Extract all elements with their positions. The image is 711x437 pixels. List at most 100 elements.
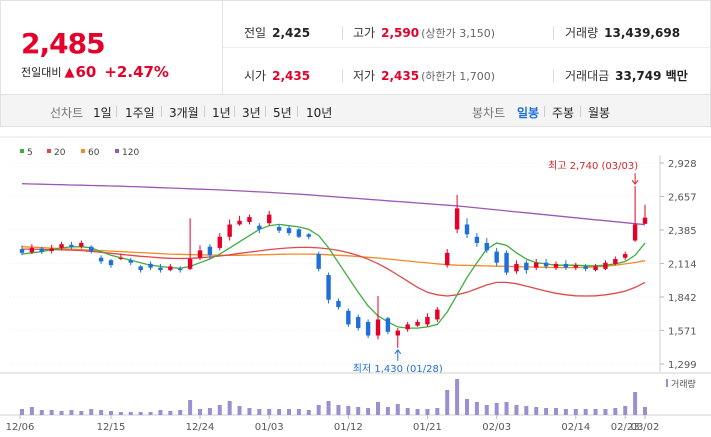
candle-body — [19, 249, 25, 253]
candle-body — [217, 236, 222, 248]
candle-body — [454, 208, 460, 230]
candle-body — [405, 324, 410, 330]
period-5y[interactable]: 5년 — [273, 106, 292, 120]
volume-bar — [514, 405, 519, 415]
x-axis: 12/06 12/15 12/24 01/03 01/12 01/21 02/03 02/14… — [6, 415, 659, 433]
volume-bar — [395, 404, 400, 415]
period-1y[interactable]: 1년 — [212, 106, 231, 120]
candle-body — [276, 226, 282, 231]
volume-legend-label: 거래량 — [671, 378, 696, 390]
candle-monthly[interactable]: 월봉 — [588, 106, 611, 120]
divider — [553, 26, 554, 40]
volume-bar — [415, 409, 420, 415]
period-3m[interactable]: 3개월 — [169, 106, 199, 120]
volume-bar — [633, 392, 638, 415]
volume-bar — [425, 409, 430, 415]
x-tick-label: 12/06 — [6, 422, 35, 433]
candle-body — [583, 266, 588, 269]
volume-bar — [296, 409, 301, 415]
volume-bar — [593, 409, 598, 415]
y-tick-label: 2,385 — [668, 226, 697, 237]
candle-body — [395, 330, 400, 336]
ma120-line — [21, 183, 646, 226]
candle-body — [603, 262, 608, 269]
divider — [544, 106, 545, 117]
candle-daily[interactable]: 일봉 — [517, 106, 540, 120]
volume-bar — [484, 405, 489, 415]
volume-bar — [138, 412, 143, 415]
divider — [342, 26, 343, 40]
candle-body — [227, 224, 232, 237]
divider — [297, 106, 298, 117]
volume-bar — [178, 410, 183, 415]
volume-bar — [237, 406, 242, 415]
stat-label: 고가 — [353, 26, 376, 40]
candle-body — [98, 257, 104, 262]
volume-bar — [69, 410, 74, 415]
candlesticks — [19, 186, 648, 348]
stat-open: 시가 2,435 — [244, 67, 310, 84]
stat-value: 33,749 백만 — [615, 69, 688, 83]
volume-bar — [524, 406, 529, 415]
candle-body — [514, 263, 519, 272]
legend-label-120: 120 — [122, 148, 139, 158]
volume-bar — [20, 409, 24, 415]
candle-body — [474, 236, 480, 243]
change-label: 전일대비 — [21, 66, 62, 79]
y-tick-label: 2,928 — [668, 159, 697, 170]
y-tick-label: 2,114 — [668, 259, 697, 270]
candle-body — [593, 266, 598, 271]
quote-header: 2,485 전일대비 ▲ 60 +2.47% 전일 2,425 고가 2,590… — [0, 0, 711, 95]
change-percent: +2.47% — [104, 63, 169, 81]
volume-bar — [504, 402, 509, 415]
up-arrow-icon: ▲ — [64, 64, 75, 80]
candle-weekly[interactable]: 주봉 — [552, 106, 575, 120]
volume-bar — [544, 408, 549, 415]
volume-bar — [198, 409, 202, 415]
high-annotation: 최고 2,740 (03/03) — [548, 160, 638, 172]
volume-bar — [128, 412, 133, 415]
candle-body — [118, 257, 124, 259]
candle-body — [563, 263, 569, 268]
candle-body — [365, 321, 371, 336]
candle-chart-label: 봉차트 — [472, 106, 506, 120]
period-10y[interactable]: 10년 — [306, 106, 333, 120]
stat-value: 2,435 — [381, 69, 420, 83]
ma5-line — [21, 223, 646, 329]
volume-bar — [613, 408, 618, 415]
candle-body — [306, 234, 311, 237]
period-1d[interactable]: 1일 — [93, 106, 112, 120]
price-chart[interactable]: 5 20 60 120 2,928 2,657 2,385 2,114 1,842 1,571 1… — [0, 127, 711, 437]
volume-bar — [435, 408, 440, 415]
candle-body — [642, 217, 648, 224]
volume-bar — [168, 411, 173, 415]
volume-bar — [494, 403, 499, 415]
candle-body — [89, 246, 94, 252]
candle-body — [573, 265, 578, 268]
divider — [161, 106, 162, 117]
candle-body — [187, 258, 193, 269]
candle-body — [39, 248, 44, 252]
period-1w[interactable]: 1주일 — [125, 106, 155, 120]
stat-high: 고가 2,590 (상한가 3,150) — [353, 24, 495, 41]
ma20-line — [22, 246, 646, 297]
candle-body — [385, 318, 391, 332]
period-3y[interactable]: 3년 — [242, 106, 261, 120]
divider — [553, 69, 554, 83]
stat-upper-limit: (상한가 3,150) — [421, 27, 495, 40]
y-axis: 2,928 2,657 2,385 2,114 1,842 1,571 1,299 — [668, 159, 697, 371]
legend-swatch-60 — [81, 149, 85, 153]
stat-volume: 거래량 13,439,698 — [565, 24, 680, 41]
candle-body — [425, 316, 430, 325]
candle-body — [158, 267, 163, 271]
volume-bar — [326, 401, 331, 415]
candle-body — [197, 250, 203, 258]
candle-body — [257, 225, 262, 230]
chart-toolbar: 선차트 1일 1주일 3개월 1년 3년 5년 10년 봉차트 일봉 주봉 월봉 — [0, 94, 711, 127]
divider — [580, 106, 581, 117]
volume-bar — [79, 411, 84, 415]
volume-bar — [29, 407, 34, 415]
volume-bar — [336, 405, 341, 415]
candle-body — [504, 252, 509, 273]
volume-bar — [385, 407, 390, 415]
